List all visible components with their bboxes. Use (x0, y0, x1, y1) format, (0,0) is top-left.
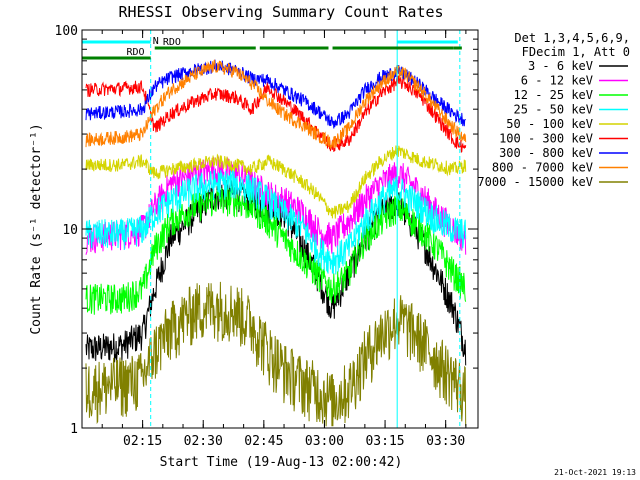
y-tick-label: 10 (62, 223, 78, 238)
legend-label: 50 - 100 keV (506, 117, 593, 131)
timestamp: 21-Oct-2021 19:13 (554, 468, 636, 477)
x-tick-label: 03:00 (305, 434, 344, 449)
legend-label: 800 - 7000 keV (492, 161, 593, 175)
x-tick-label: 02:45 (244, 434, 283, 449)
legend-header-line1: Det 1,3,4,5,6,9, (514, 31, 630, 45)
y-tick-label: 1 (70, 422, 78, 437)
chart-title: RHESSI Observing Summary Count Rates (118, 3, 443, 21)
legend-label: 3 - 6 keV (528, 59, 593, 73)
series-line-5 (85, 75, 467, 153)
y-axis-label: Count Rate (s⁻¹ detector⁻¹) (29, 123, 44, 334)
x-axis-label: Start Time (19-Aug-13 02:00:42) (160, 455, 403, 470)
series-line-7 (85, 59, 467, 149)
legend-label: 6 - 12 keV (521, 74, 593, 88)
series-line-4 (85, 145, 467, 219)
legend-label: 12 - 25 keV (514, 88, 593, 102)
series-line-6 (85, 59, 467, 129)
series-line-3 (85, 168, 467, 275)
x-tick-label: 02:30 (184, 434, 223, 449)
y-tick-label: 100 (55, 24, 78, 39)
legend-label: 300 - 800 keV (499, 146, 593, 160)
series-line-8 (85, 281, 467, 427)
state-bar-label: RDO (163, 37, 181, 48)
legend: Det 1,3,4,5,6,9, FDecim 1, Att 0 3 - 6 k… (477, 31, 630, 189)
legend-label: 7000 - 15000 keV (477, 175, 593, 189)
legend-label: 100 - 300 keV (499, 132, 593, 146)
state-bar-label: N (153, 36, 159, 47)
legend-label: 25 - 50 keV (514, 103, 593, 117)
x-tick-label: 02:15 (123, 434, 162, 449)
series-line-2 (85, 185, 467, 315)
x-tick-label: 03:15 (365, 434, 404, 449)
x-tick-label: 03:30 (426, 434, 465, 449)
legend-header-line2: FDecim 1, Att 0 (522, 45, 630, 59)
state-bar-label: RDO (126, 47, 144, 58)
